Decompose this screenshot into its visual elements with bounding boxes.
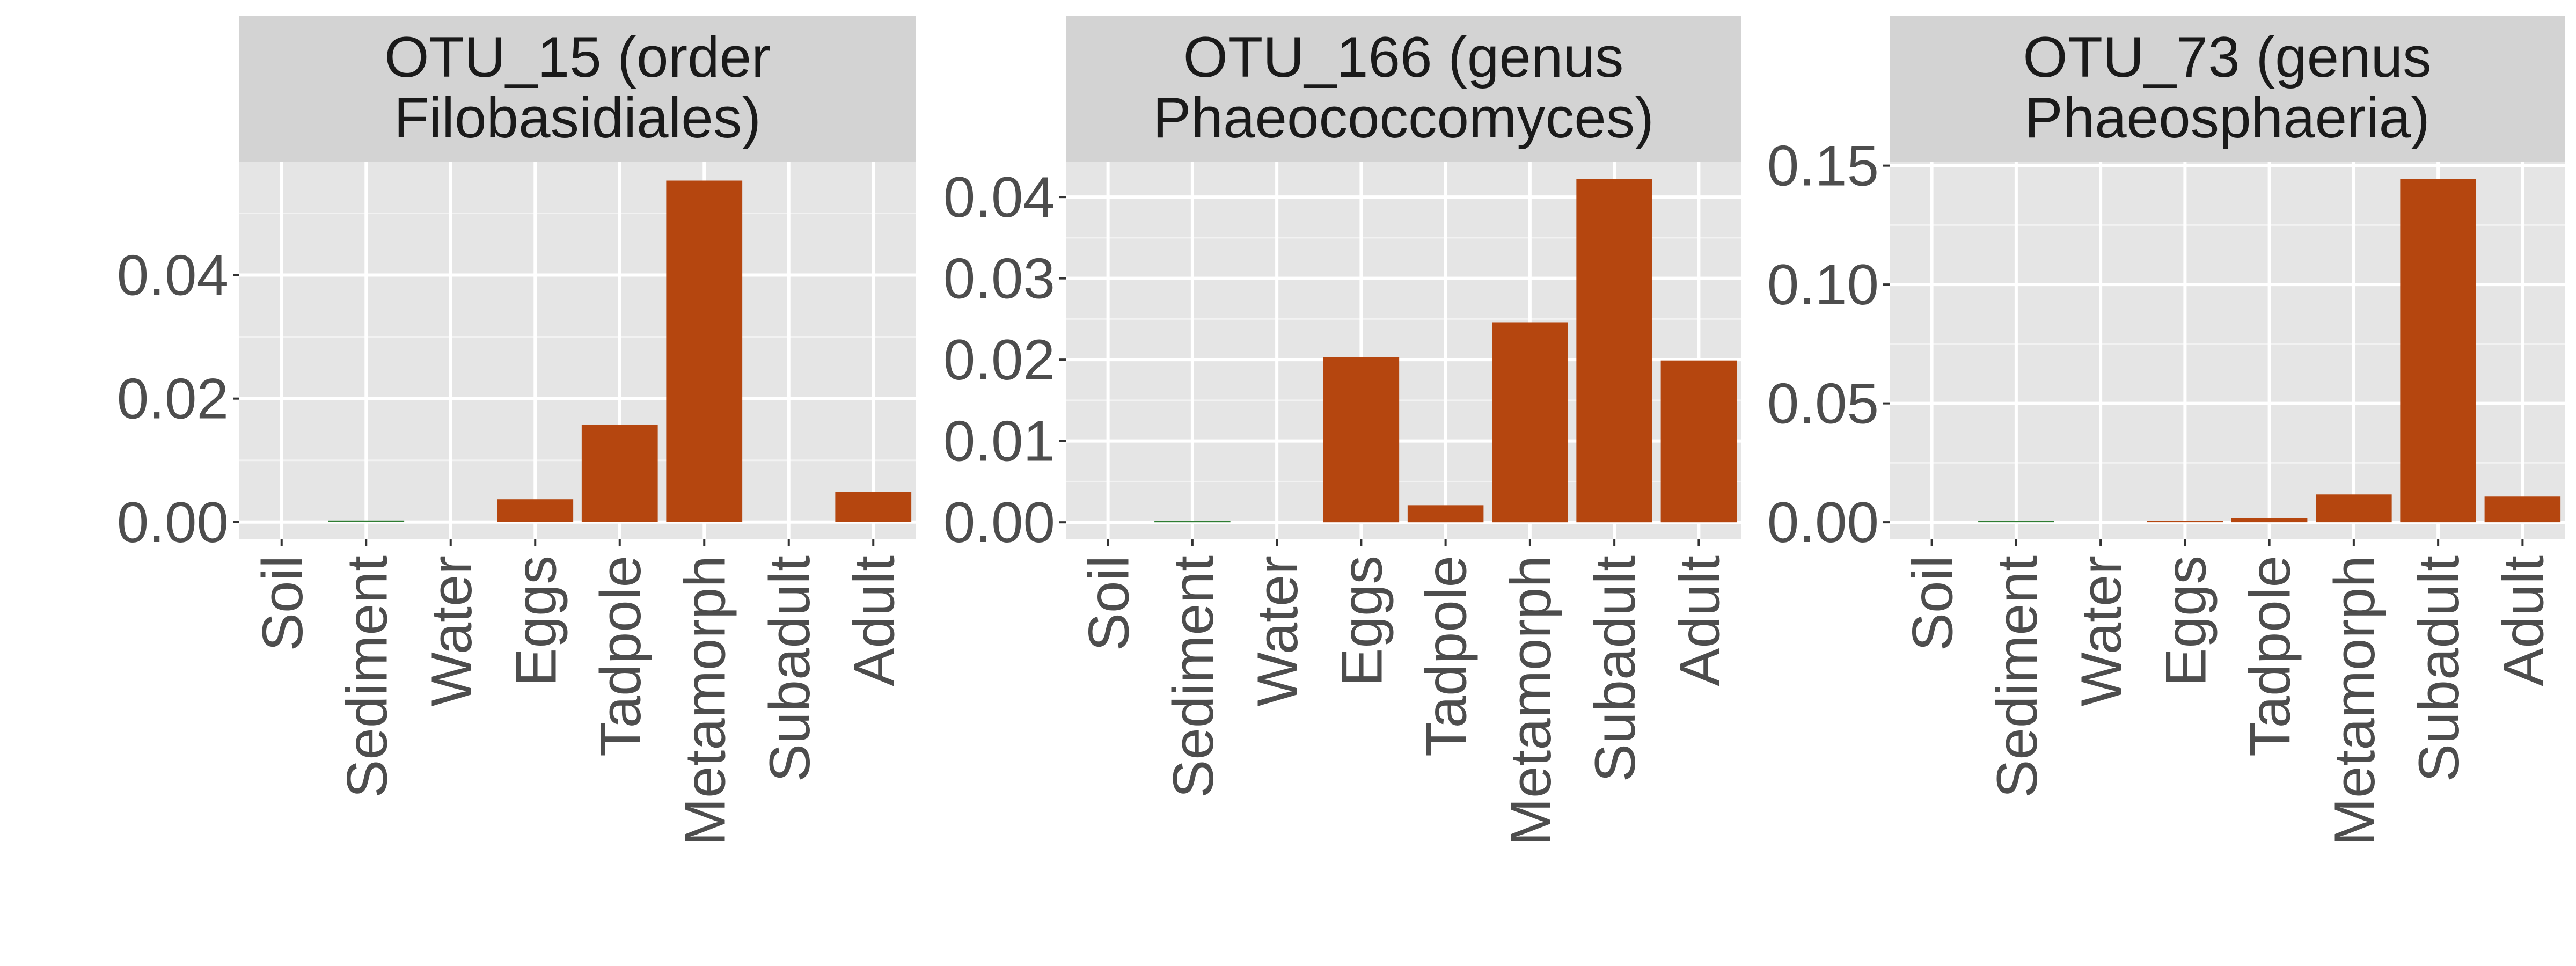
bar-adult (835, 492, 912, 522)
bar-adult (2484, 496, 2561, 523)
x-tick-label-tadpole: Tadpole (2238, 555, 2302, 757)
bar-metamorph (2316, 494, 2392, 523)
y-tick-label: 0.05 (1767, 371, 1879, 436)
x-tick-label-soil: Soil (1077, 555, 1141, 651)
x-tick-label-soil: Soil (1900, 555, 1965, 651)
x-tick-label-metamorph: Metamorph (2322, 555, 2387, 846)
bar-sediment (328, 520, 405, 522)
y-tick-label: 0.04 (117, 243, 229, 308)
facet-strip (1066, 16, 1741, 162)
x-tick-label-metamorph: Metamorph (1498, 555, 1563, 846)
bar-eggs (1323, 357, 1400, 523)
x-tick-label-eggs: Eggs (2153, 555, 2218, 686)
facet-title-line: OTU_73 (genus (2023, 25, 2431, 89)
x-tick-label-subadult: Subadult (2406, 555, 2471, 782)
y-tick-label: 0.00 (943, 490, 1055, 554)
bar-subadult (1576, 179, 1652, 523)
bar-tadpole (2231, 518, 2308, 523)
y-tick-label: 0.02 (943, 327, 1055, 392)
y-tick-label: 0.00 (117, 490, 229, 554)
bar-metamorph (1492, 322, 1568, 523)
x-tick-label-tadpole: Tadpole (588, 555, 653, 757)
x-tick-label-sediment: Sediment (1985, 555, 2049, 798)
y-tick-label: 0.03 (943, 246, 1055, 311)
y-tick-label: 0.02 (117, 367, 229, 431)
x-tick-label-subadult: Subadult (757, 555, 822, 782)
bar-subadult (2400, 179, 2476, 523)
y-tick-label: 0.15 (1767, 134, 1879, 198)
facet-title-line: Filobasidiales) (394, 85, 761, 150)
x-tick-label-tadpole: Tadpole (1414, 555, 1479, 757)
x-tick-label-sediment: Sediment (334, 555, 399, 798)
bar-adult (1660, 360, 1737, 523)
bar-tadpole (1407, 505, 1484, 523)
facet-title-line: OTU_15 (order (384, 25, 771, 89)
x-tick-label-sediment: Sediment (1161, 555, 1225, 798)
x-tick-label-adult: Adult (841, 555, 906, 686)
bar-sediment (1978, 521, 2054, 523)
x-tick-label-soil: Soil (250, 555, 314, 651)
bar-tadpole (581, 424, 658, 522)
plot-background (239, 162, 916, 539)
x-tick-label-eggs: Eggs (503, 555, 568, 686)
facet-strip (1890, 16, 2565, 162)
x-tick-label-water: Water (419, 555, 484, 706)
facet-strip (239, 16, 916, 162)
bar-eggs (497, 499, 574, 522)
bar-metamorph (666, 180, 743, 522)
x-tick-label-adult: Adult (2491, 555, 2555, 686)
x-tick-label-subadult: Subadult (1583, 555, 1647, 782)
x-tick-label-metamorph: Metamorph (672, 555, 737, 846)
x-tick-label-water: Water (1245, 555, 1309, 706)
facet-title-line: OTU_166 (genus (1183, 25, 1624, 89)
y-tick-label: 0.00 (1767, 490, 1879, 554)
facet-title-line: Phaeococcomyces) (1153, 85, 1654, 150)
facet-title-line: Phaeosphaeria) (2024, 85, 2429, 150)
x-tick-label-adult: Adult (1667, 555, 1731, 686)
bar-sediment (1154, 521, 1231, 523)
y-tick-label: 0.10 (1767, 252, 1879, 317)
x-tick-label-water: Water (2069, 555, 2133, 706)
bar-eggs (2147, 521, 2223, 523)
x-tick-label-eggs: Eggs (1329, 555, 1394, 686)
y-tick-label: 0.01 (943, 409, 1055, 473)
y-tick-label: 0.04 (943, 165, 1055, 229)
